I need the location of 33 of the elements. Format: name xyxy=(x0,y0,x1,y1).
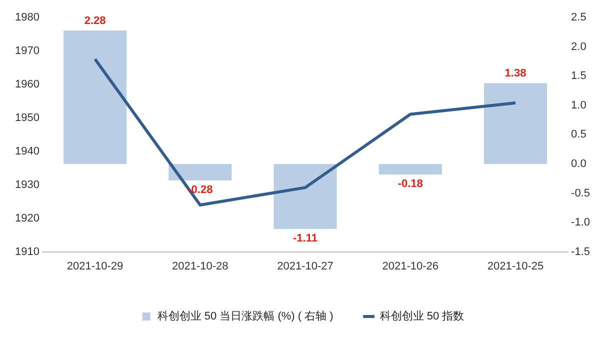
bar xyxy=(168,164,232,180)
x-tick-label: 2021-10-28 xyxy=(172,260,228,272)
bar xyxy=(274,164,337,229)
bar xyxy=(484,83,548,164)
y2-tick-label: 0.5 xyxy=(571,128,586,141)
data-label: 2.28 xyxy=(84,15,106,28)
y2-tick-label: -0.5 xyxy=(571,187,590,200)
y2-tick-label: -1.5 xyxy=(571,246,590,258)
y2-tick-label: 1.5 xyxy=(571,70,586,82)
data-label: -0.18 xyxy=(398,178,423,190)
y-tick-label: 1940 xyxy=(14,145,40,158)
data-label: 1.38 xyxy=(504,68,526,80)
y2-tick-label: -1.0 xyxy=(571,216,590,229)
y-tick-label: 1910 xyxy=(14,246,40,258)
y2-tick-label: 2.0 xyxy=(571,40,586,53)
y-tick-label: 1970 xyxy=(14,45,40,58)
x-tick-label: 2021-10-27 xyxy=(277,260,334,272)
y-tick-label: 1960 xyxy=(14,78,40,91)
y-tick-label: 1950 xyxy=(14,112,40,124)
x-tick-label: 2021-10-29 xyxy=(66,260,124,272)
y-tick-label: 1930 xyxy=(14,178,40,191)
legend-label: 科创创业 50 指数 xyxy=(380,310,464,323)
x-tick-label: 2021-10-26 xyxy=(382,260,439,272)
bar xyxy=(63,30,127,164)
data-label: -1.11 xyxy=(293,232,318,244)
y2-tick-label: 0.0 xyxy=(571,158,586,170)
legend-label: 科创创业 50 当日涨跌幅 (%) ( 右轴 ) xyxy=(157,310,334,323)
x-tick-label: 2021-10-25 xyxy=(487,260,544,272)
bar xyxy=(378,164,442,175)
y-tick-label: 1920 xyxy=(14,212,40,224)
y2-tick-label: 1.0 xyxy=(571,99,586,112)
y2-tick-label: 2.5 xyxy=(571,12,586,24)
y-tick-label: 1980 xyxy=(14,12,40,24)
